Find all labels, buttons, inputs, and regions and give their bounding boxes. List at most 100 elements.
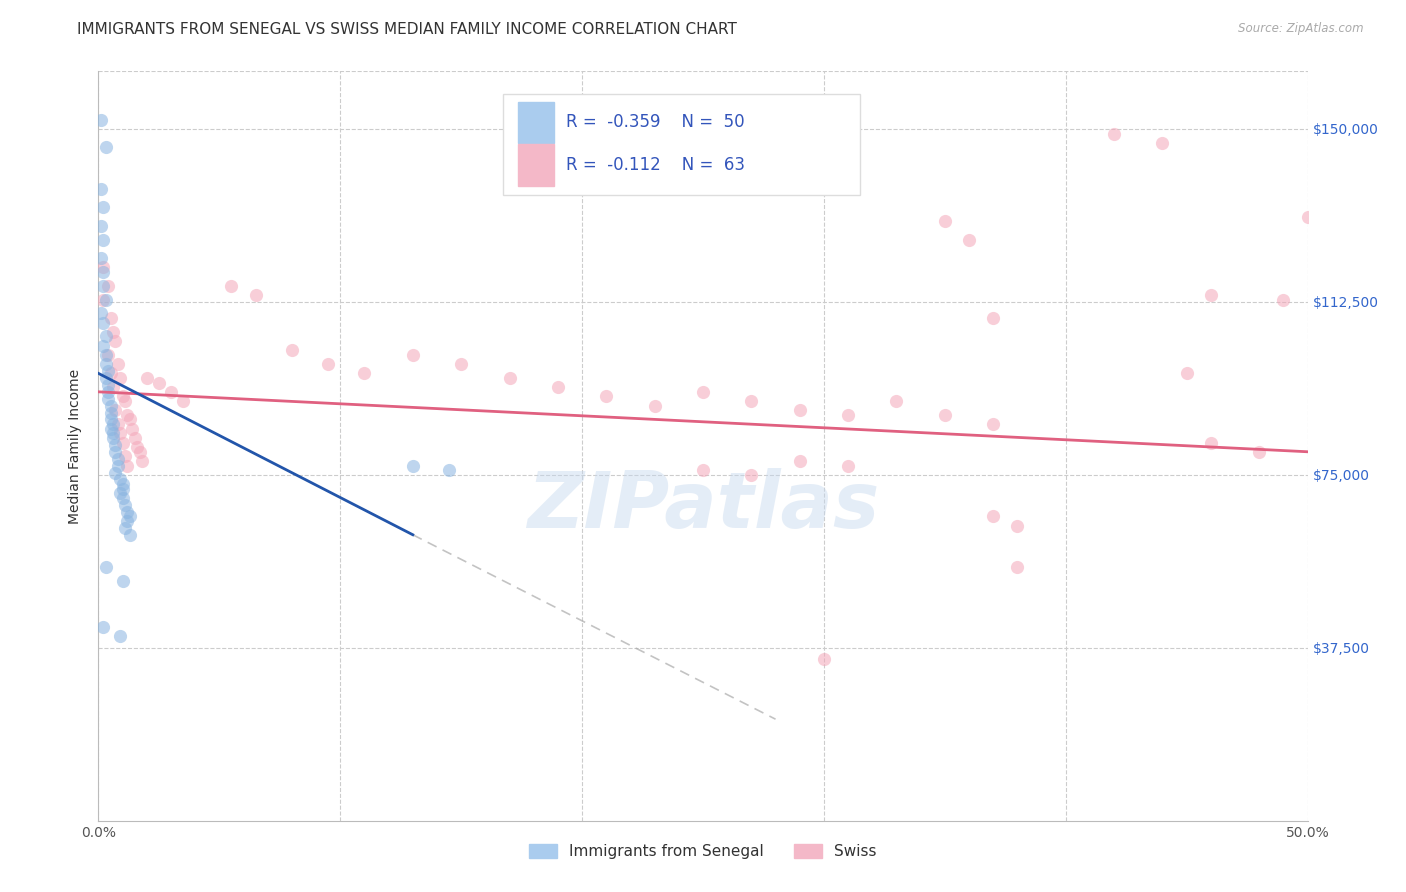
Point [118, 412, 141, 426]
Point [957, 233, 980, 247]
Point [114, 521, 136, 535]
Point [97, 278, 120, 293]
Point [114, 498, 136, 512]
Point [131, 454, 153, 468]
Point [91, 278, 114, 293]
Point [114, 450, 136, 464]
Point [281, 343, 304, 358]
Point [100, 367, 122, 381]
Point [111, 491, 134, 505]
Point [114, 394, 136, 409]
Point [1199, 288, 1222, 302]
Point [108, 629, 131, 643]
Point [94, 293, 117, 307]
Point [107, 451, 129, 466]
Point [91, 265, 114, 279]
Point [94, 140, 117, 154]
Point [90, 219, 112, 233]
Point [160, 384, 183, 399]
Point [104, 438, 127, 452]
Point [108, 426, 131, 441]
Point [1007, 518, 1029, 533]
Point [316, 357, 339, 371]
Point [100, 311, 122, 326]
Point [111, 435, 134, 450]
Point [450, 357, 472, 371]
Text: ZIPatlas: ZIPatlas [527, 468, 879, 544]
Point [97, 378, 120, 392]
Point [91, 233, 114, 247]
Point [981, 311, 1004, 326]
Point [94, 348, 117, 362]
FancyBboxPatch shape [517, 145, 554, 186]
Point [837, 458, 859, 473]
Point [91, 339, 114, 353]
Point [692, 384, 714, 399]
Point [498, 371, 520, 385]
Point [97, 348, 120, 362]
Point [117, 458, 139, 473]
Point [118, 509, 141, 524]
Point [91, 260, 114, 275]
Point [104, 466, 127, 480]
Point [107, 357, 129, 371]
Point [934, 214, 956, 228]
Point [117, 408, 139, 422]
Point [740, 467, 762, 482]
Point [107, 458, 129, 473]
Point [981, 417, 1004, 431]
Point [91, 620, 114, 634]
Point [128, 444, 150, 458]
Point [108, 486, 131, 500]
Point [101, 325, 124, 339]
Point [1199, 435, 1222, 450]
Point [837, 408, 859, 422]
Point [101, 426, 124, 441]
Point [104, 444, 127, 458]
Point [981, 509, 1004, 524]
Point [124, 431, 146, 445]
Point [934, 408, 956, 422]
Point [117, 505, 139, 519]
Point [100, 406, 122, 420]
Point [402, 348, 425, 362]
Point [402, 458, 425, 473]
Point [148, 376, 170, 390]
Point [97, 392, 120, 406]
Point [117, 514, 139, 528]
Text: R =  -0.112    N =  63: R = -0.112 N = 63 [567, 156, 745, 174]
Point [789, 454, 811, 468]
Point [1007, 560, 1029, 574]
Y-axis label: Median Family Income: Median Family Income [69, 368, 83, 524]
Point [111, 574, 134, 588]
Point [547, 380, 569, 394]
Point [90, 112, 112, 127]
FancyBboxPatch shape [517, 102, 554, 143]
Point [91, 316, 114, 330]
Point [135, 371, 157, 385]
Point [1175, 367, 1198, 381]
Point [108, 371, 131, 385]
Point [1249, 444, 1271, 458]
Point [1152, 136, 1174, 150]
Text: Source: ZipAtlas.com: Source: ZipAtlas.com [1239, 22, 1364, 36]
Point [104, 403, 127, 417]
Point [740, 394, 762, 409]
Point [101, 431, 124, 445]
Text: R =  -0.359    N =  50: R = -0.359 N = 50 [567, 113, 745, 131]
Point [245, 288, 267, 302]
Point [172, 394, 194, 409]
Point [90, 251, 112, 265]
Point [595, 389, 617, 403]
Point [111, 482, 134, 496]
Point [101, 380, 124, 394]
Point [97, 364, 120, 378]
Text: IMMIGRANTS FROM SENEGAL VS SWISS MEDIAN FAMILY INCOME CORRELATION CHART: IMMIGRANTS FROM SENEGAL VS SWISS MEDIAN … [77, 22, 737, 37]
Point [100, 412, 122, 426]
Point [111, 477, 134, 491]
Point [789, 403, 811, 417]
Point [94, 371, 117, 385]
Point [94, 329, 117, 343]
Point [100, 422, 122, 436]
Point [813, 652, 835, 666]
